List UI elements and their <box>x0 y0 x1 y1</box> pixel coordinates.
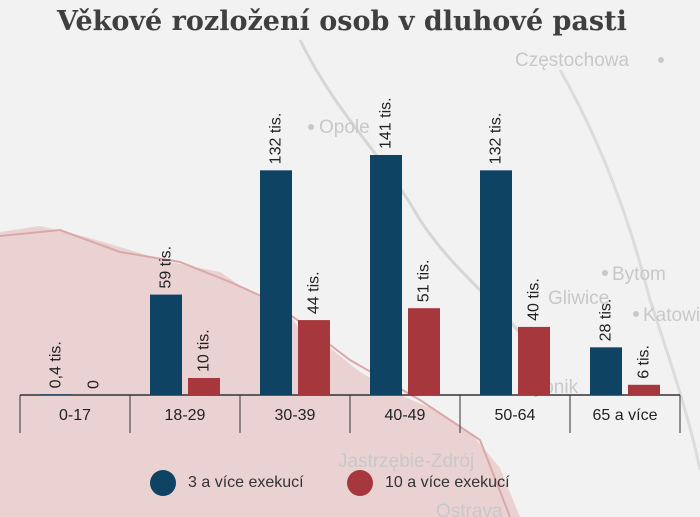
map-label: Gliwice <box>548 288 609 309</box>
map-dot <box>658 57 664 63</box>
bar-2 <box>628 384 660 395</box>
legend-label: 10 a více exekucí <box>385 474 510 491</box>
bar-1 <box>590 347 622 395</box>
x-tick-label: 18-29 <box>165 407 206 424</box>
data-label: 132 tis. <box>268 113 285 165</box>
legend-item-series-1: 3 a více exekucí <box>150 470 304 496</box>
legend-item-series-2: 10 a více exekucí <box>347 470 510 496</box>
bar-2 <box>188 377 220 395</box>
map-dot <box>308 124 314 130</box>
x-tick-label: 50-64 <box>495 407 536 424</box>
data-label: 59 tis. <box>158 246 175 289</box>
data-label: 6 tis. <box>636 345 653 379</box>
legend-swatch <box>150 470 176 496</box>
bar-2 <box>408 308 440 395</box>
data-label: 40 tis. <box>526 278 543 321</box>
chart-title: Věkové rozložení osob v dluhové pasti <box>57 6 627 37</box>
bar-1 <box>40 394 72 395</box>
x-tick-label: 40-49 <box>385 407 426 424</box>
data-label: 51 tis. <box>416 260 433 303</box>
map-label: Opole <box>319 117 370 138</box>
x-tick-label: 0-17 <box>59 407 91 424</box>
legend-label: 3 a více exekucí <box>188 474 304 491</box>
data-label: 44 tis. <box>306 271 323 314</box>
map-label: Częstochowa <box>515 50 629 71</box>
map-dot <box>602 270 608 276</box>
bar-1 <box>480 170 512 395</box>
bar-2 <box>518 326 550 395</box>
data-label: 0,4 tis. <box>48 341 65 388</box>
map-label: Jastrzębie-Zdrój <box>338 451 474 472</box>
map-label: Katowice <box>643 305 700 326</box>
data-label: 10 tis. <box>196 329 213 372</box>
x-tick-label: 65 a více <box>593 407 658 424</box>
map-dot <box>633 311 639 317</box>
data-label: 28 tis. <box>598 299 615 342</box>
legend-swatch <box>347 470 373 496</box>
map-label: Ostrava <box>436 501 503 517</box>
bar-1 <box>370 155 402 395</box>
bar-2 <box>298 320 330 395</box>
data-label: 0 <box>86 380 103 389</box>
legend: 3 a více exekucí 10 a více exekucí <box>0 470 700 500</box>
map-label: Bytom <box>612 264 666 285</box>
bar-1 <box>260 170 292 395</box>
bar-1 <box>150 294 182 395</box>
data-label: 132 tis. <box>488 113 505 165</box>
x-tick-label: 30-39 <box>275 407 316 424</box>
map-road-line <box>558 69 700 471</box>
data-label: 141 tis. <box>378 97 395 149</box>
